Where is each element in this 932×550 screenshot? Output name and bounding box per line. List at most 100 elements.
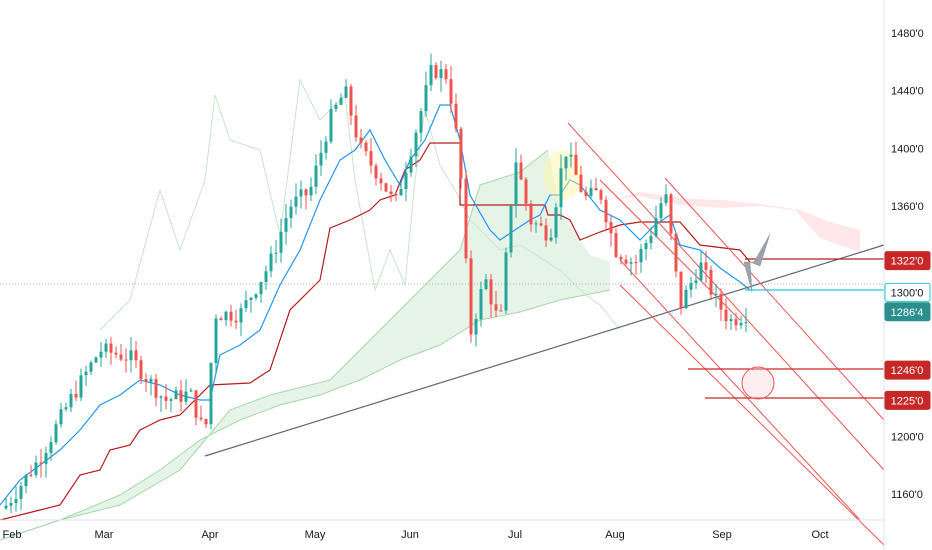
channel-inner-1[interactable] — [599, 179, 741, 321]
arrow-down-marker[interactable] — [743, 233, 771, 293]
candle-body — [324, 141, 328, 153]
candle — [129, 336, 133, 373]
candle-body — [469, 258, 473, 335]
candle-body — [419, 111, 423, 133]
candle-body — [724, 309, 728, 322]
candle — [54, 420, 58, 445]
candle — [289, 199, 293, 229]
candle — [484, 273, 488, 291]
x-tick-label-jun: Jun — [401, 529, 419, 541]
y-tick-label-6: 1480'0 — [891, 28, 924, 40]
candle — [149, 375, 153, 396]
candle — [699, 251, 703, 282]
candle-body — [704, 262, 708, 270]
y-tick-label-5: 1440'0 — [891, 86, 924, 98]
candle-body — [674, 233, 678, 272]
price-tag-2[interactable]: 1286'4 — [884, 302, 931, 322]
time-axis[interactable]: Feb Mar Apr May Jun Jul Aug Sep Oct — [0, 519, 884, 541]
candle-body — [654, 218, 658, 237]
candle — [29, 465, 33, 478]
candle-body — [164, 396, 168, 401]
drawings[interactable] — [0, 122, 885, 546]
target-zone-circle[interactable] — [741, 366, 775, 400]
candle-body — [689, 283, 693, 290]
candle — [684, 285, 688, 309]
candle — [729, 314, 733, 331]
candle — [124, 348, 128, 373]
candle-body — [249, 297, 253, 301]
candle-body — [254, 294, 258, 298]
candle-body — [294, 196, 298, 207]
candle-body — [9, 503, 13, 506]
candle-body — [529, 203, 533, 225]
candle — [234, 309, 238, 329]
candle-body — [374, 165, 378, 179]
candle — [364, 140, 368, 157]
channel-line-upper[interactable] — [567, 122, 885, 471]
candle — [509, 205, 513, 258]
candle — [329, 99, 333, 144]
candle — [304, 188, 308, 210]
candle-body — [314, 165, 318, 187]
cloud-bear-fill — [612, 192, 860, 252]
price-tag-label-4: 1225'0 — [891, 395, 924, 407]
x-tick-label-oct: Oct — [811, 529, 828, 541]
candle — [554, 202, 558, 244]
price-tag-1[interactable]: 1300'0 — [884, 282, 931, 302]
candle-body — [279, 231, 283, 253]
candle-body — [89, 362, 93, 372]
rising-trendline[interactable] — [204, 244, 885, 457]
candle — [254, 293, 258, 301]
candle — [19, 482, 23, 511]
candle-body — [729, 319, 733, 322]
candle-body — [19, 486, 23, 499]
y-tick-label-4: 1400'0 — [891, 143, 924, 155]
price-axis[interactable]: 1160'0 1200'0 1286'4 1360'0 1400'0 1440'0 1480… — [883, 0, 932, 550]
channel-line-middle[interactable] — [664, 177, 885, 421]
candle — [544, 218, 548, 248]
candle-body — [714, 293, 718, 295]
candle — [549, 228, 553, 242]
candle — [319, 140, 323, 176]
time-axis-ticks: Feb Mar Apr May Jun Jul Aug Sep Oct — [3, 529, 829, 541]
plot-area[interactable] — [0, 0, 884, 520]
price-tag-0[interactable]: 1322'0 — [884, 251, 931, 271]
candle-body — [34, 462, 38, 476]
candle — [669, 192, 673, 241]
cloud-top-line — [0, 149, 549, 541]
candle-body — [129, 350, 133, 361]
candle — [394, 192, 398, 202]
candle — [14, 486, 18, 512]
candle-body — [104, 343, 108, 352]
candle — [199, 405, 203, 422]
candle-body — [364, 142, 368, 152]
candle-body — [399, 189, 403, 196]
candle — [404, 162, 408, 202]
channel-line-lower[interactable] — [619, 284, 885, 546]
candle-body — [629, 262, 633, 264]
price-tag-3[interactable]: 1246'0 — [884, 360, 931, 380]
candle-body — [639, 249, 643, 263]
channel-inner-2[interactable] — [619, 259, 861, 521]
price-tag-4[interactable]: 1225'0 — [884, 390, 931, 410]
candle — [209, 362, 213, 430]
candle-body — [54, 424, 58, 443]
candle — [239, 303, 243, 336]
candle — [299, 180, 303, 209]
candle — [49, 436, 53, 461]
candle-body — [214, 318, 218, 364]
candle-body — [584, 191, 588, 196]
candle-body — [114, 352, 118, 355]
candle — [439, 60, 443, 92]
price-tag-box-2 — [884, 302, 931, 322]
candle-body — [224, 311, 228, 321]
candle — [24, 473, 28, 494]
candle-body — [14, 498, 18, 504]
candle-body — [39, 462, 43, 464]
candle — [494, 290, 498, 317]
candle-body — [444, 69, 448, 80]
candle-body — [319, 152, 323, 166]
candle — [629, 257, 633, 276]
candle-body — [384, 183, 388, 192]
